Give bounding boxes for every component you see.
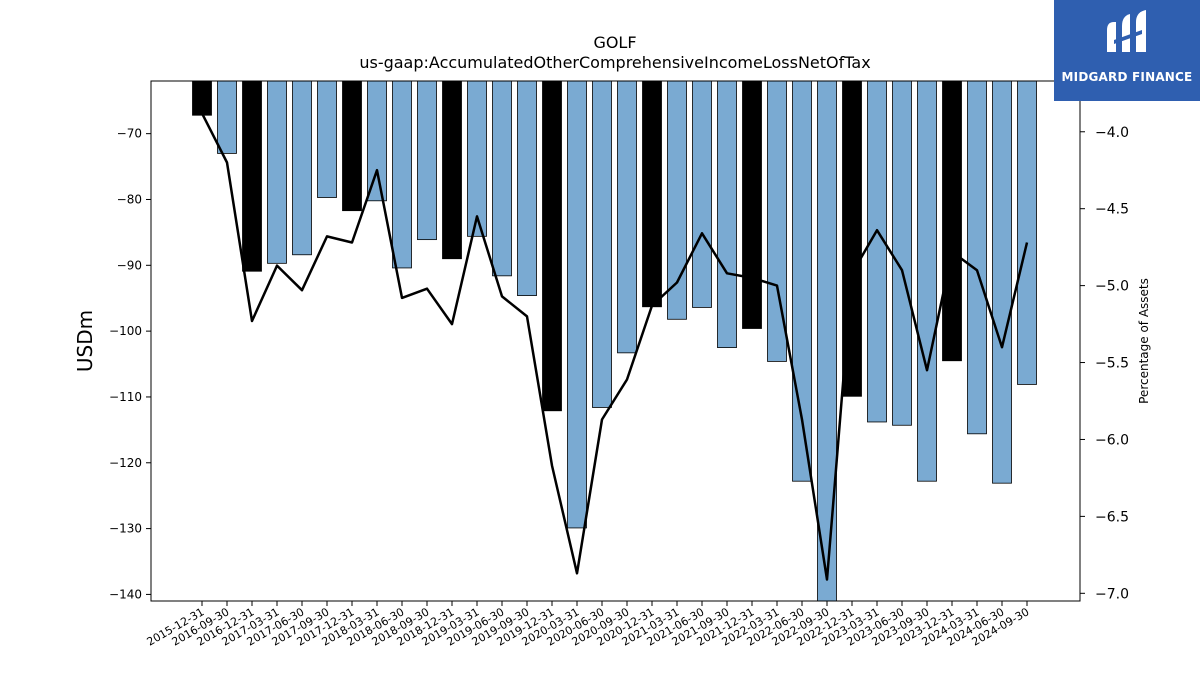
y-tick-label: −130 [109,522,142,536]
bar [1017,80,1037,385]
y2-tick-label: −6.0 [1095,432,1129,448]
y2-tick-label: −5.0 [1095,279,1129,295]
y2-axis-label: Percentage of Assets [1137,278,1151,404]
y-tick-label: −70 [117,127,142,141]
y-tick-label: −90 [117,258,142,272]
y2-tick-label: −4.5 [1095,202,1129,218]
bar [967,80,987,435]
bar [317,80,337,198]
bar [467,80,487,237]
bar [442,80,462,260]
bar [692,80,712,308]
bar [717,80,737,348]
bar [192,80,212,116]
y-tick-label: −80 [117,192,142,206]
bar [217,80,237,154]
bar [492,80,512,277]
y-tick-label: −140 [109,587,142,601]
y-axis-label: USDm [73,310,97,372]
bar [642,80,662,308]
bar [342,80,362,212]
chart-subtitle: us-gaap:AccumulatedOtherComprehensiveInc… [359,53,870,72]
bar [817,80,837,602]
bar [617,80,637,354]
logo-brand-text: MIDGARD FINANCE [1061,70,1193,84]
y2-tick-label: −7.0 [1095,586,1129,602]
bar [267,80,287,264]
right-y-axis: −4.0 −4.5 −5.0 −5.5 −6.0 −6.5 −7.0 [1080,125,1129,602]
bar [742,80,762,329]
bar [892,80,912,426]
percentage-line [200,112,1029,581]
y2-tick-label: −6.5 [1095,509,1129,525]
bar [367,80,387,202]
bar [392,80,412,269]
y2-tick-label: −4.0 [1095,125,1129,141]
bar [292,80,312,256]
x-axis: 2015-12-312016-09-302016-12-312017-03-31… [145,601,1032,649]
bar [417,80,437,241]
bar [592,80,612,408]
plot-frame [150,80,1081,602]
bar-series [192,80,1037,602]
bar [542,80,562,412]
left-y-axis: −70 −80 −90 −100 −110 −120 −130 −140 [109,127,151,601]
chart-title: GOLF [593,33,636,52]
bar [917,80,937,482]
bar [992,80,1012,484]
company-logo: MIDGARD FINANCE [1054,0,1200,101]
bar [517,80,537,296]
y-tick-label: −100 [109,324,142,338]
y-tick-label: −120 [109,456,142,470]
bar [567,80,587,529]
y2-tick-label: −5.5 [1095,356,1129,372]
bar [942,80,962,362]
y-tick-label: −110 [109,390,142,404]
line-series [200,112,1029,581]
bar [242,80,262,272]
bar [867,80,887,423]
midgard-logo-icon [1107,10,1146,52]
